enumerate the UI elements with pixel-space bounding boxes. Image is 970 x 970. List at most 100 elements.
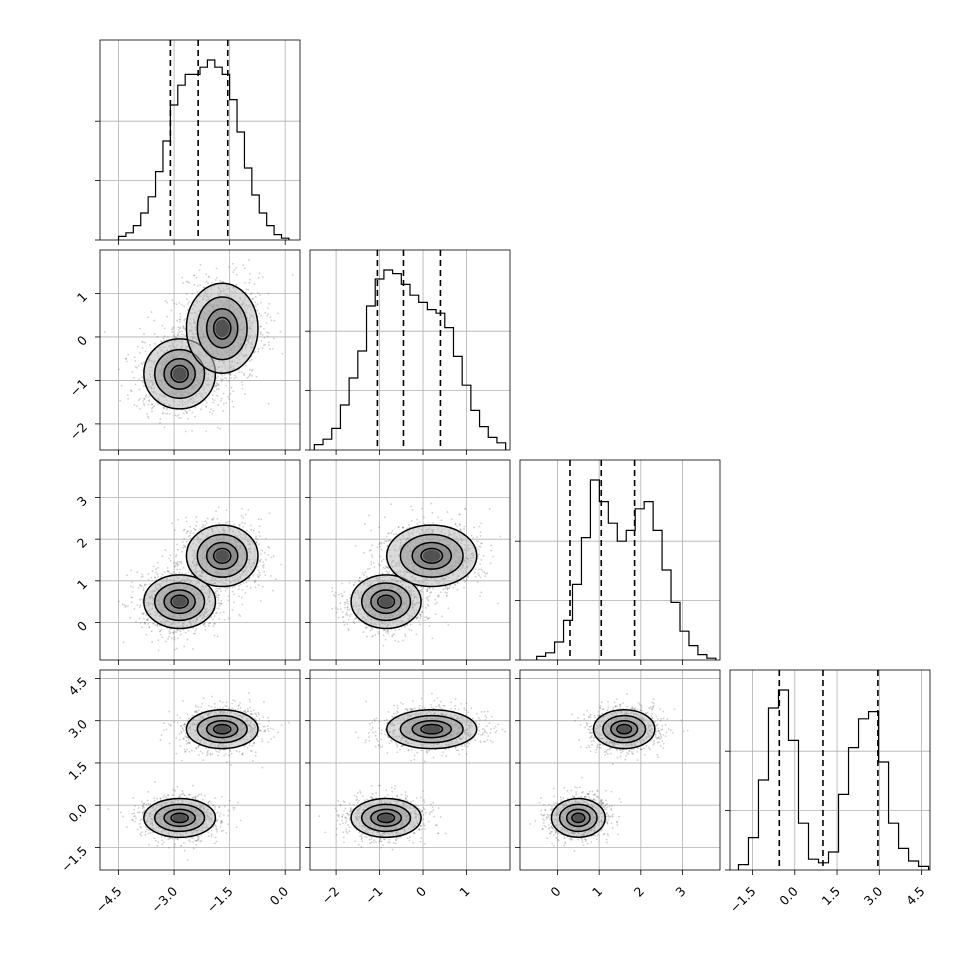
sample-point [266, 331, 268, 334]
sample-point [233, 268, 236, 271]
sample-point [257, 350, 260, 353]
sample-point [162, 337, 165, 340]
sample-point [219, 399, 222, 402]
sample-point [232, 593, 235, 596]
sample-point [258, 571, 261, 574]
sample-point [263, 564, 265, 566]
sample-point [213, 623, 216, 625]
sample-point [227, 395, 229, 398]
sample-point [230, 386, 233, 389]
sample-point [200, 408, 202, 411]
sample-point [156, 624, 159, 626]
sample-point [243, 374, 246, 376]
sample-point [187, 530, 190, 532]
sample-point [211, 281, 214, 284]
ytick-label: 1 [74, 289, 90, 305]
sample-point [263, 336, 266, 339]
sample-point [228, 520, 231, 523]
sample-point [151, 410, 153, 413]
sample-point [136, 405, 138, 408]
sample-point [193, 274, 196, 277]
sample-point [215, 382, 218, 385]
sample-point [125, 357, 127, 360]
sample-point [221, 378, 224, 381]
sample-point [229, 372, 232, 375]
sample-point [145, 614, 148, 617]
sample-point [182, 333, 185, 336]
sample-point [238, 524, 241, 526]
sample-point [263, 327, 265, 330]
sample-point [184, 410, 187, 412]
panel-2-1 [305, 459, 511, 665]
sample-point [254, 537, 257, 540]
sample-point [190, 530, 192, 533]
sample-point [135, 620, 137, 623]
sample-point [266, 335, 269, 338]
sample-point [219, 427, 221, 430]
sample-point [176, 568, 179, 571]
sample-point [184, 545, 186, 548]
sample-point [218, 617, 221, 620]
sample-point [119, 399, 122, 402]
sample-point [230, 377, 232, 379]
sample-point [242, 581, 245, 584]
sample-point [136, 604, 138, 606]
sample-point [217, 388, 220, 391]
sample-point [195, 516, 198, 519]
sample-point [217, 588, 220, 590]
sample-point [256, 309, 259, 312]
sample-point [254, 579, 257, 582]
sample-point [224, 589, 227, 592]
sample-point [223, 377, 226, 379]
sample-point [220, 379, 223, 381]
sample-point [166, 566, 169, 569]
sample-point [225, 521, 227, 524]
sample-point [216, 635, 219, 638]
sample-point [172, 326, 175, 329]
sample-point [117, 368, 120, 371]
sample-point [204, 399, 207, 402]
sample-point [257, 569, 260, 572]
contour-line [163, 357, 196, 390]
sample-point [247, 578, 250, 581]
sample-point [247, 508, 250, 511]
sample-point [268, 344, 270, 347]
sample-point [151, 570, 154, 573]
sample-point [177, 334, 180, 336]
sample-point [175, 631, 178, 634]
sample-point [254, 301, 256, 304]
sample-point [141, 376, 143, 379]
sample-point [161, 636, 164, 639]
sample-point [225, 402, 228, 404]
sample-point [211, 518, 214, 521]
sample-point [260, 331, 262, 334]
sample-point [205, 522, 208, 524]
sample-point [249, 587, 252, 589]
sample-point [260, 558, 262, 561]
sample-point [232, 601, 235, 604]
sample-point [143, 361, 145, 364]
sample-point [215, 267, 218, 270]
sample-point [157, 566, 159, 569]
sample-point [187, 629, 190, 632]
sample-point [121, 603, 124, 606]
sample-point [217, 607, 220, 610]
sample-point [143, 584, 146, 587]
sample-point [218, 522, 221, 525]
sample-point [228, 373, 231, 376]
sample-point [212, 517, 215, 520]
sample-point [196, 290, 199, 293]
sample-point [175, 555, 177, 558]
sample-point [142, 575, 144, 578]
sample-point [184, 546, 187, 549]
sample-point [270, 575, 272, 577]
sample-point [250, 369, 253, 372]
sample-point [143, 341, 146, 344]
sample-point [242, 264, 245, 267]
sample-point [137, 399, 140, 402]
sample-point [124, 605, 127, 608]
sample-point [142, 341, 144, 344]
sample-point [241, 603, 244, 606]
sample-point [177, 326, 179, 329]
